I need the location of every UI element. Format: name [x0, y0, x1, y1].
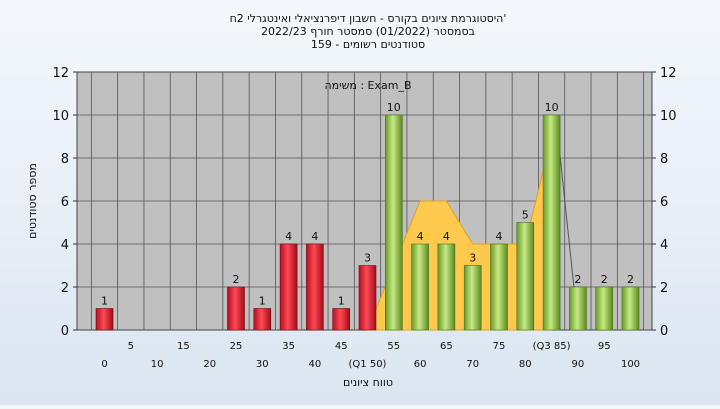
bar-bin-16 [516, 222, 535, 331]
bar-label-6: 1 [259, 295, 266, 308]
x-tick-lower-8: 80 [519, 359, 532, 370]
y-tick-right-5: 10 [660, 109, 677, 124]
bar-bin-13 [437, 243, 456, 331]
y-tick-left-0: 0 [61, 324, 69, 339]
bar-label-13: 4 [443, 230, 450, 243]
chart-annotation: משימה : Exam_B [324, 79, 411, 92]
x-tick-lower-2: 20 [203, 359, 216, 370]
y-tick-left-2: 4 [61, 238, 69, 253]
y-tick-right-0: 0 [660, 324, 668, 339]
bar-label-19: 2 [601, 273, 608, 286]
bar-bin-18 [569, 286, 587, 331]
y-tick-right-6: 12 [660, 66, 677, 81]
x-tick-upper-7: 75 [493, 341, 506, 352]
y-axis-label: מספר סטודנטים [26, 163, 39, 239]
bar-bin-14 [463, 265, 482, 331]
bar-bin-7 [279, 243, 298, 331]
x-tick-lower-9: 90 [572, 359, 585, 370]
bar-bin-12 [411, 243, 429, 331]
bar-bin-17 [542, 114, 561, 331]
y-tick-left-4: 8 [61, 152, 69, 167]
x-axis-upper-ticks: 5 15 25 35 45 55 65 75 (Q3 85) 95 [128, 341, 611, 352]
bar-bin-6 [253, 308, 272, 331]
y-tick-right-1: 2 [660, 281, 668, 296]
x-tick-upper-5: 55 [387, 341, 400, 352]
x-tick-upper-9: 95 [598, 341, 611, 352]
x-tick-upper-1: 15 [177, 341, 190, 352]
y-tick-right-2: 4 [660, 238, 668, 253]
bar-bin-8 [306, 243, 324, 331]
x-tick-upper-4: 45 [335, 341, 348, 352]
bar-label-8: 4 [311, 230, 318, 243]
bar-label-11: 10 [387, 101, 401, 114]
bar-label-5: 2 [233, 273, 240, 286]
x-axis-lower-ticks: 0 10 20 30 40 (Q1 50) 60 70 80 90 100 [101, 359, 640, 370]
bar-bin-0 [95, 308, 114, 331]
x-tick-lower-7: 70 [466, 359, 479, 370]
y-tick-right-3: 6 [660, 195, 668, 210]
bar-label-17: 10 [545, 101, 559, 114]
bar-bin-19 [595, 286, 614, 331]
bar-label-10: 3 [364, 252, 371, 265]
bar-label-9: 1 [338, 295, 345, 308]
bar-bin-9 [332, 308, 351, 331]
title-line-2: בסמסטר (01/2022) סמסטר חורף 2022/23 [261, 25, 475, 38]
bar-label-16: 5 [522, 209, 529, 222]
bar-label-7: 4 [285, 230, 292, 243]
title-line-3: סטודנטים רשומים - 159 [311, 38, 425, 51]
bar-bin-11 [384, 114, 403, 331]
y-tick-right-4: 8 [660, 152, 668, 167]
bar-bin-10 [358, 265, 377, 331]
bar-bin-20 [621, 286, 640, 331]
bar-bin-5 [227, 286, 245, 331]
x-tick-upper-8: (Q3 85) [533, 341, 571, 352]
x-tick-upper-2: 25 [230, 341, 243, 352]
x-tick-lower-6: 60 [414, 359, 427, 370]
y-tick-left-3: 6 [61, 195, 69, 210]
y-axis-left-ticks: 0 2 4 6 8 10 12 [52, 66, 77, 339]
x-tick-upper-3: 35 [282, 341, 295, 352]
x-tick-lower-5: (Q1 50) [349, 359, 387, 370]
bar-bin-15 [490, 243, 508, 331]
x-tick-lower-3: 30 [256, 359, 269, 370]
x-tick-lower-10: 100 [621, 359, 640, 370]
bars [95, 114, 640, 331]
title-line-1: היסטוגרמת ציונים בקורס - חשבון דיפרנציאל… [230, 12, 507, 25]
x-tick-upper-0: 5 [128, 341, 134, 352]
x-tick-lower-1: 10 [151, 359, 164, 370]
y-tick-left-1: 2 [61, 281, 69, 296]
bar-label-20: 2 [627, 273, 634, 286]
x-tick-lower-4: 40 [309, 359, 322, 370]
bar-label-18: 2 [574, 273, 581, 286]
y-tick-left-5: 10 [52, 109, 69, 124]
x-tick-upper-6: 65 [440, 341, 453, 352]
bar-label-0: 1 [101, 295, 108, 308]
x-tick-lower-0: 0 [101, 359, 107, 370]
y-tick-left-6: 12 [52, 66, 69, 81]
bar-label-12: 4 [417, 230, 424, 243]
chart-title: היסטוגרמת ציונים בקורס - חשבון דיפרנציאל… [230, 12, 507, 51]
y-axis-right-ticks: 0 2 4 6 8 10 12 [652, 66, 677, 339]
bar-value-labels: 1 2 1 4 4 1 3 10 4 4 3 4 5 10 2 2 2 [101, 101, 634, 308]
bar-label-14: 3 [469, 252, 476, 265]
x-axis-label: טווח ציונים [343, 376, 393, 389]
bar-label-15: 4 [496, 230, 503, 243]
